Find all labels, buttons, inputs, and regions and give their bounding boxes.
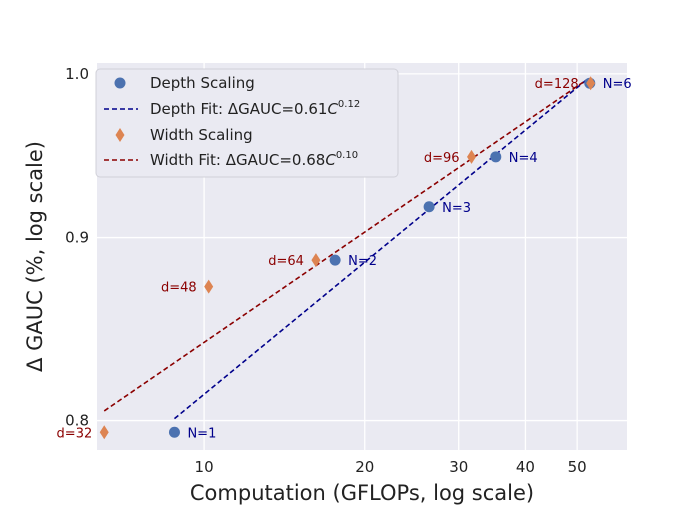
x-axis-title: Computation (GFLOPs, log scale) <box>190 481 534 505</box>
depth-point-label: N=3 <box>442 201 471 216</box>
y-axis-ticks: 0.8 0.9 1.0 <box>65 65 89 430</box>
x-axis-ticks: 10 20 30 40 50 <box>195 458 587 476</box>
width-scaling-point <box>467 149 477 164</box>
legend-depth-fit-label: Depth Fit: ΔGAUC=0.61C0.12 <box>150 99 360 118</box>
legend-width-fit-exp: 0.10 <box>336 150 358 161</box>
data-points <box>99 76 596 440</box>
legend-box <box>95 68 399 178</box>
legend-depth-fit-exp: 0.12 <box>338 99 360 110</box>
depth-point-label: N=4 <box>509 151 538 166</box>
x-tick-label: 10 <box>195 458 214 476</box>
width-scaling-point <box>586 76 596 91</box>
x-tick-label: 40 <box>516 458 535 476</box>
point-labels: N=1 N=2 N=3 N=4 N=6 d=32 d=48 d=64 d=96 d=128 <box>57 77 632 441</box>
x-tick-label: 20 <box>355 458 374 476</box>
legend: Depth Scaling Depth Fit: ΔGAUC=0.61C0.12… <box>95 68 399 178</box>
x-tick-label: 50 <box>568 458 587 476</box>
depth-point-label: N=1 <box>187 426 216 441</box>
legend-depth-fit-var: C <box>327 100 338 118</box>
width-scaling-point <box>204 279 214 294</box>
depth-scaling-point <box>423 201 435 213</box>
y-axis-title: Δ GAUC (%, log scale) <box>23 141 47 372</box>
depth-fit-line <box>173 79 587 420</box>
width-fit-line <box>103 79 587 412</box>
depth-scaling-point <box>490 151 502 163</box>
legend-width-scaling-marker <box>115 128 125 142</box>
width-point-label: d=32 <box>57 426 93 441</box>
width-point-label: d=48 <box>161 281 197 296</box>
y-tick-label: 0.9 <box>65 229 89 247</box>
depth-point-label: N=2 <box>348 254 377 269</box>
legend-depth-scaling-marker <box>114 77 126 89</box>
width-scaling-point <box>311 253 321 268</box>
legend-width-fit-var: C <box>325 151 336 169</box>
depth-scaling-point <box>329 254 341 266</box>
legend-depth-fit-prefix: Depth Fit: ΔGAUC=0.61 <box>150 100 327 118</box>
depth-point-label: N=6 <box>603 77 632 92</box>
width-point-label: d=96 <box>424 151 460 166</box>
legend-width-fit-prefix: Width Fit: ΔGAUC=0.68 <box>150 151 325 169</box>
y-tick-label: 1.0 <box>65 65 89 83</box>
width-point-label: d=128 <box>535 77 579 92</box>
legend-width-fit-label: Width Fit: ΔGAUC=0.68C0.10 <box>150 150 358 169</box>
width-scaling-point <box>99 425 109 440</box>
y-tick-label: 0.8 <box>65 412 89 430</box>
fit-lines <box>103 79 587 420</box>
legend-depth-scaling-label: Depth Scaling <box>150 74 255 92</box>
legend-width-scaling-label: Width Scaling <box>150 126 253 144</box>
width-point-label: d=64 <box>268 254 304 269</box>
x-tick-label: 30 <box>449 458 468 476</box>
depth-scaling-point <box>168 426 180 438</box>
